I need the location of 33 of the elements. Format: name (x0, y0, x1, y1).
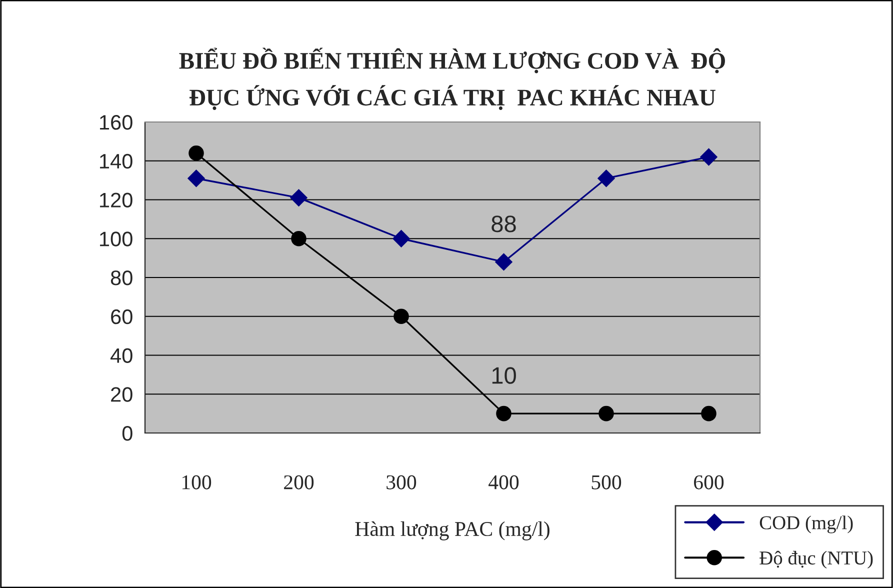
legend-label: COD (mg/l) (760, 516, 853, 534)
point (392, 230, 410, 248)
point (495, 253, 512, 270)
annotation: 88 (492, 216, 516, 232)
y-tick-label: 80 (110, 270, 132, 286)
point (598, 406, 614, 422)
y-tick-label: 40 (110, 348, 132, 364)
point (290, 189, 308, 206)
y-tick-label: 100 (100, 232, 132, 246)
point (291, 230, 306, 246)
legend-label: Độ đục (NTU) (760, 550, 873, 569)
annotation: 10 (492, 367, 516, 384)
y-tick-label: 120 (100, 192, 132, 208)
y-tick-label: 20 (111, 387, 132, 402)
x-tick-label: 500 (592, 475, 622, 490)
y-tick-label: 140 (100, 154, 132, 169)
x-tick-label: 600 (694, 475, 724, 490)
point (188, 145, 204, 161)
point (496, 406, 512, 422)
point (700, 148, 718, 166)
y-tick-label: 160 (100, 115, 132, 130)
point (701, 406, 716, 422)
y-tick-label: 60 (111, 309, 132, 324)
x-axis-title: Hàm lượng PAC (mg/l) (355, 521, 550, 540)
x-tick-label: 300 (386, 475, 416, 490)
point (394, 308, 409, 324)
point (188, 170, 205, 187)
x-tick-label: 200 (284, 475, 314, 490)
x-tick-label: 100 (182, 475, 212, 490)
y-tick-label: 0 (122, 426, 132, 441)
x-tick-label: 400 (488, 475, 519, 490)
chart-title: BIỂU ĐỒ BIẾN THIÊN HÀM LƯỢNG COD VÀ ĐỘ ĐỤC ỨNG VỚI CÁC GIÁ TRỊ PAC KHÁC NHAU (179, 48, 725, 110)
point (598, 170, 615, 187)
